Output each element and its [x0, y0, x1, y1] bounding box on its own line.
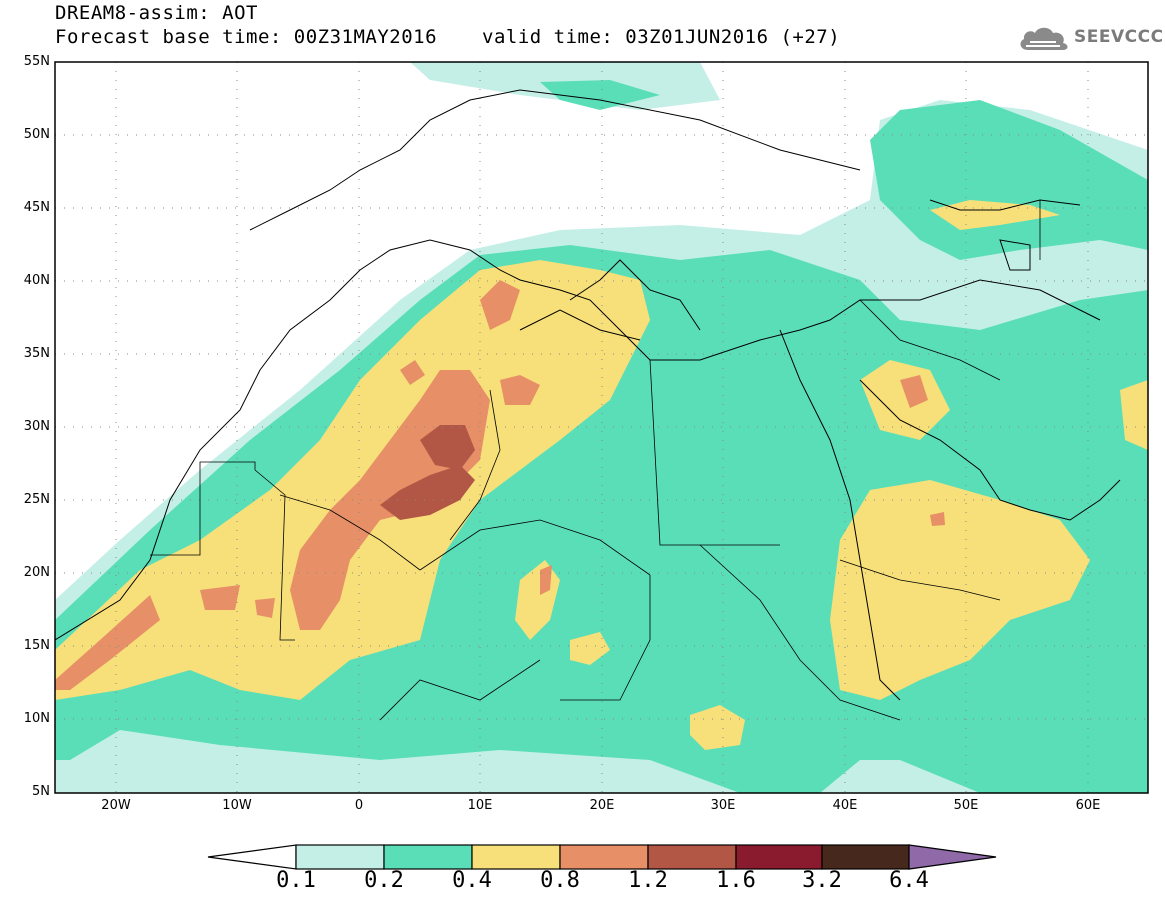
lon-label: 30E: [710, 798, 736, 813]
country-borders: [150, 200, 1041, 721]
lat-label: 5N: [32, 784, 50, 799]
lon-label: 60E: [1075, 798, 1101, 813]
colorbar-label: 3.2: [802, 868, 842, 893]
lat-label: 45N: [23, 200, 50, 215]
lat-label: 50N: [23, 127, 50, 142]
lon-label: 10W: [222, 798, 252, 813]
colorbar-label: 1.2: [628, 868, 668, 893]
colorbar-under-arrow: [207, 844, 297, 870]
colorbar: [207, 844, 997, 870]
lat-label: 35N: [23, 346, 50, 361]
colorbar-over-arrow: [908, 844, 997, 870]
colorbar-label: 0.2: [364, 868, 404, 893]
colorbar-label: 0.1: [276, 868, 316, 893]
colorbar-swatch-1: [295, 844, 385, 870]
lat-label: 55N: [23, 54, 50, 69]
seevccc-logo: SEEVCCC: [1016, 22, 1163, 58]
lon-label: 10E: [467, 798, 493, 813]
lat-label: 30N: [23, 419, 50, 434]
lon-label: 20W: [101, 798, 131, 813]
colorbar-label: 1.6: [716, 868, 756, 893]
lat-label: 15N: [23, 638, 50, 653]
colorbar-swatch-6: [735, 844, 823, 870]
colorbar-swatch-7: [821, 844, 910, 870]
colorbar-label: 6.4: [889, 868, 929, 893]
colorbar-swatch-5: [647, 844, 737, 870]
lon-label: 20E: [589, 798, 615, 813]
lat-label: 20N: [23, 565, 50, 580]
lon-label: 50E: [953, 798, 979, 813]
valid-time: valid time: 03Z01JUN2016 (+27): [482, 26, 841, 48]
lat-label: 40N: [23, 273, 50, 288]
map-frame: [54, 61, 1149, 794]
lon-label: 40E: [832, 798, 858, 813]
cloud-icon: [1020, 27, 1068, 50]
colorbar-swatch-2: [383, 844, 473, 870]
map-title: DREAM8-assim: AOT: [55, 2, 258, 24]
colorbar-swatch-4: [559, 844, 649, 870]
colorbar-swatch-3: [471, 844, 561, 870]
forecast-base-time: Forecast base time: 00Z31MAY2016: [55, 26, 438, 48]
aot-fields: [55, 62, 1148, 793]
aot-band-1-2: [380, 425, 475, 520]
coastlines: [55, 89, 1121, 701]
colorbar-label: 0.4: [452, 868, 492, 893]
colorbar-label: 0.8: [540, 868, 580, 893]
lon-label: 0: [354, 798, 364, 813]
lat-label: 25N: [23, 492, 50, 507]
lat-label: 10N: [23, 711, 50, 726]
logo-text: SEEVCCC: [1074, 27, 1164, 47]
